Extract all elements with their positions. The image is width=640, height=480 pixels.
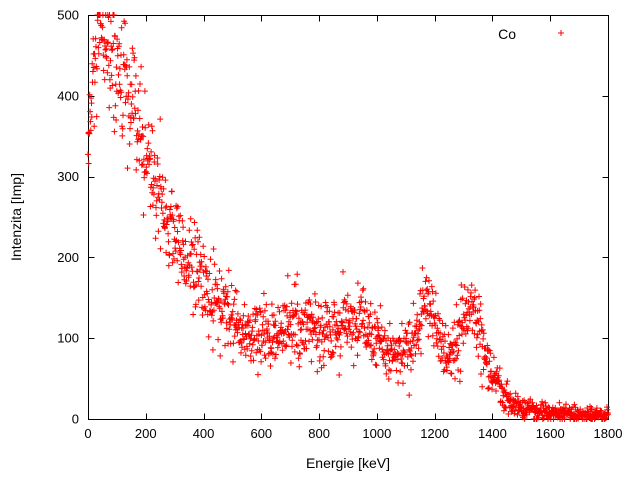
y-tick-label: 300 [57, 169, 79, 184]
plot-border [88, 15, 609, 420]
x-axis-label: Energie [keV] [305, 455, 391, 471]
legend-marker-icon [558, 30, 564, 36]
x-tick-label: 1200 [420, 426, 449, 441]
y-tick-label: 500 [57, 8, 79, 23]
y-axis-label: Intenzita [Imp] [8, 173, 24, 261]
x-tick-label: 1000 [362, 426, 391, 441]
x-tick-label: 600 [250, 426, 272, 441]
x-tick-label: 0 [84, 426, 91, 441]
y-tick-label: 400 [57, 88, 79, 103]
x-tick-label: 1800 [594, 426, 623, 441]
x-tick-label: 800 [308, 426, 330, 441]
y-tick-label: 0 [72, 412, 79, 427]
y-tick-label: 200 [57, 250, 79, 265]
x-tick-label: 400 [193, 426, 215, 441]
axis-ticks [88, 15, 609, 420]
x-tick-label: 200 [135, 426, 157, 441]
legend-label: Co [498, 26, 516, 42]
y-tick-label: 100 [57, 331, 79, 346]
x-tick-label: 1400 [478, 426, 507, 441]
x-tick-label: 1600 [536, 426, 565, 441]
series-points [85, 12, 611, 422]
